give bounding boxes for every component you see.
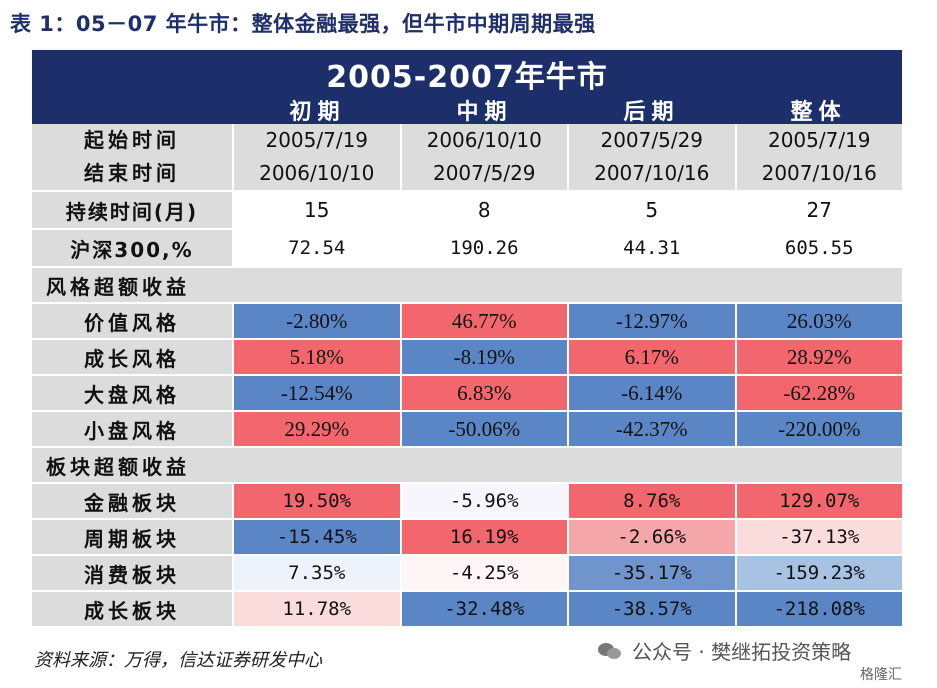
duration-cell: 15 — [234, 192, 402, 228]
hs300-cell: 190.26 — [401, 230, 569, 266]
value-cell: -218.08% — [736, 592, 902, 626]
sector-section-header: 板块超额收益 — [32, 448, 902, 484]
source-note: 资料来源：万得，信达证券研发中心 — [34, 650, 322, 671]
end-date: 2007/5/29 — [432, 161, 536, 185]
value-cell: 129.07% — [736, 484, 902, 518]
corner-mark: 格隆汇 — [860, 667, 902, 683]
value-cell: -12.54% — [234, 376, 402, 410]
table-row: 价值风格 -2.80% 46.77% -12.97% 26.03% — [32, 304, 902, 340]
value-cell: 5.18% — [234, 340, 402, 374]
hs300-cell: 72.54 — [234, 230, 402, 266]
value-cell: -15.45% — [234, 520, 402, 554]
row-label: 消费板块 — [32, 556, 234, 590]
duration-cell: 8 — [401, 192, 569, 228]
value-cell: 19.50% — [234, 484, 402, 518]
value-cell: 6.83% — [401, 376, 569, 410]
value-cell: 28.92% — [736, 340, 902, 374]
duration-cell: 5 — [569, 192, 737, 228]
start-label: 起始时间 — [84, 128, 180, 152]
table-row: 小盘风格 29.29% -50.06% -42.37% -220.00% — [32, 412, 902, 448]
table-row: 消费板块 7.35% -4.25% -35.17% -159.23% — [32, 556, 902, 592]
wechat-icon — [598, 641, 624, 661]
hs300-cell: 605.55 — [736, 230, 902, 266]
row-label: 成长板块 — [32, 592, 234, 626]
value-cell: -42.37% — [569, 412, 737, 446]
value-cell: 8.76% — [569, 484, 737, 518]
duration-row: 持续时间(月) 15 8 5 27 — [32, 192, 902, 230]
banner-title: 2005-2007年牛市 — [326, 60, 608, 95]
value-cell: -50.06% — [401, 412, 569, 446]
hs300-cell: 44.31 — [569, 230, 737, 266]
start-date: 2006/10/10 — [426, 128, 542, 152]
value-cell: -159.23% — [736, 556, 902, 590]
value-cell: 29.29% — [234, 412, 402, 446]
duration-cell: 27 — [736, 192, 902, 228]
date-row: 起始时间 结束时间 2005/7/19 2006/10/10 2006/10/1… — [32, 124, 902, 192]
watermark: 公众号 · 樊继拓投资策略 — [598, 636, 851, 665]
table-row: 成长风格 5.18% -8.19% 6.17% 28.92% — [32, 340, 902, 376]
row-label: 价值风格 — [32, 304, 234, 338]
hs300-row: 沪深300,% 72.54 190.26 44.31 605.55 — [32, 230, 902, 268]
date-cell: 2005/7/19 2006/10/10 — [234, 124, 402, 190]
value-cell: -35.17% — [569, 556, 737, 590]
column-header: 整体 — [790, 100, 847, 125]
value-cell: -4.25% — [401, 556, 569, 590]
data-table: 2005-2007年牛市 初期 中期 后期 整体 起始时间 结束时间 2005/… — [32, 50, 902, 628]
value-cell: -32.48% — [401, 592, 569, 626]
row-label: 小盘风格 — [32, 412, 234, 446]
column-header: 后期 — [623, 100, 680, 125]
value-cell: -12.97% — [569, 304, 737, 338]
style-section-header: 风格超额收益 — [32, 268, 902, 304]
end-label: 结束时间 — [84, 161, 180, 185]
value-cell: -5.96% — [401, 484, 569, 518]
start-date: 2007/5/29 — [600, 128, 704, 152]
row-label: 金融板块 — [32, 484, 234, 518]
value-cell: -62.28% — [736, 376, 902, 410]
hs300-label: 沪深300,% — [32, 230, 234, 266]
column-header: 初期 — [289, 100, 346, 125]
column-headers: 初期 中期 后期 整体 — [32, 94, 902, 126]
end-date: 2006/10/10 — [259, 161, 375, 185]
value-cell: -6.14% — [569, 376, 737, 410]
watermark-text: 公众号 · 樊继拓投资策略 — [632, 640, 852, 664]
value-cell: -38.57% — [569, 592, 737, 626]
sector-rows: 金融板块 19.50% -5.96% 8.76% 129.07% 周期板块 -1… — [32, 484, 902, 628]
table-banner: 2005-2007年牛市 初期 中期 后期 整体 — [32, 50, 902, 126]
date-cell: 2007/5/29 2007/10/16 — [569, 124, 737, 190]
value-cell: 7.35% — [234, 556, 402, 590]
table-row: 大盘风格 -12.54% 6.83% -6.14% -62.28% — [32, 376, 902, 412]
value-cell: 46.77% — [401, 304, 569, 338]
table-row: 金融板块 19.50% -5.96% 8.76% 129.07% — [32, 484, 902, 520]
start-date: 2005/7/19 — [767, 128, 871, 152]
row-label: 成长风格 — [32, 340, 234, 374]
date-cell: 2006/10/10 2007/5/29 — [401, 124, 569, 190]
table-caption: 表 1：05－07 年牛市：整体金融最强，但牛市中期周期最强 — [10, 12, 596, 36]
end-date: 2007/10/16 — [594, 161, 710, 185]
value-cell: 16.19% — [401, 520, 569, 554]
value-cell: 6.17% — [569, 340, 737, 374]
date-cell: 2005/7/19 2007/10/16 — [736, 124, 902, 190]
value-cell: 26.03% — [736, 304, 902, 338]
value-cell: -8.19% — [401, 340, 569, 374]
row-label: 大盘风格 — [32, 376, 234, 410]
duration-label: 持续时间(月) — [32, 192, 234, 228]
end-date: 2007/10/16 — [761, 161, 877, 185]
value-cell: 11.78% — [234, 592, 402, 626]
date-labels: 起始时间 结束时间 — [32, 124, 234, 190]
value-cell: -37.13% — [736, 520, 902, 554]
column-header: 中期 — [456, 100, 513, 125]
start-date: 2005/7/19 — [265, 128, 369, 152]
table-row: 周期板块 -15.45% 16.19% -2.66% -37.13% — [32, 520, 902, 556]
value-cell: -2.80% — [234, 304, 402, 338]
row-label: 周期板块 — [32, 520, 234, 554]
value-cell: -2.66% — [569, 520, 737, 554]
value-cell: -220.00% — [736, 412, 902, 446]
style-rows: 价值风格 -2.80% 46.77% -12.97% 26.03% 成长风格 5… — [32, 304, 902, 448]
table-row: 成长板块 11.78% -32.48% -38.57% -218.08% — [32, 592, 902, 628]
